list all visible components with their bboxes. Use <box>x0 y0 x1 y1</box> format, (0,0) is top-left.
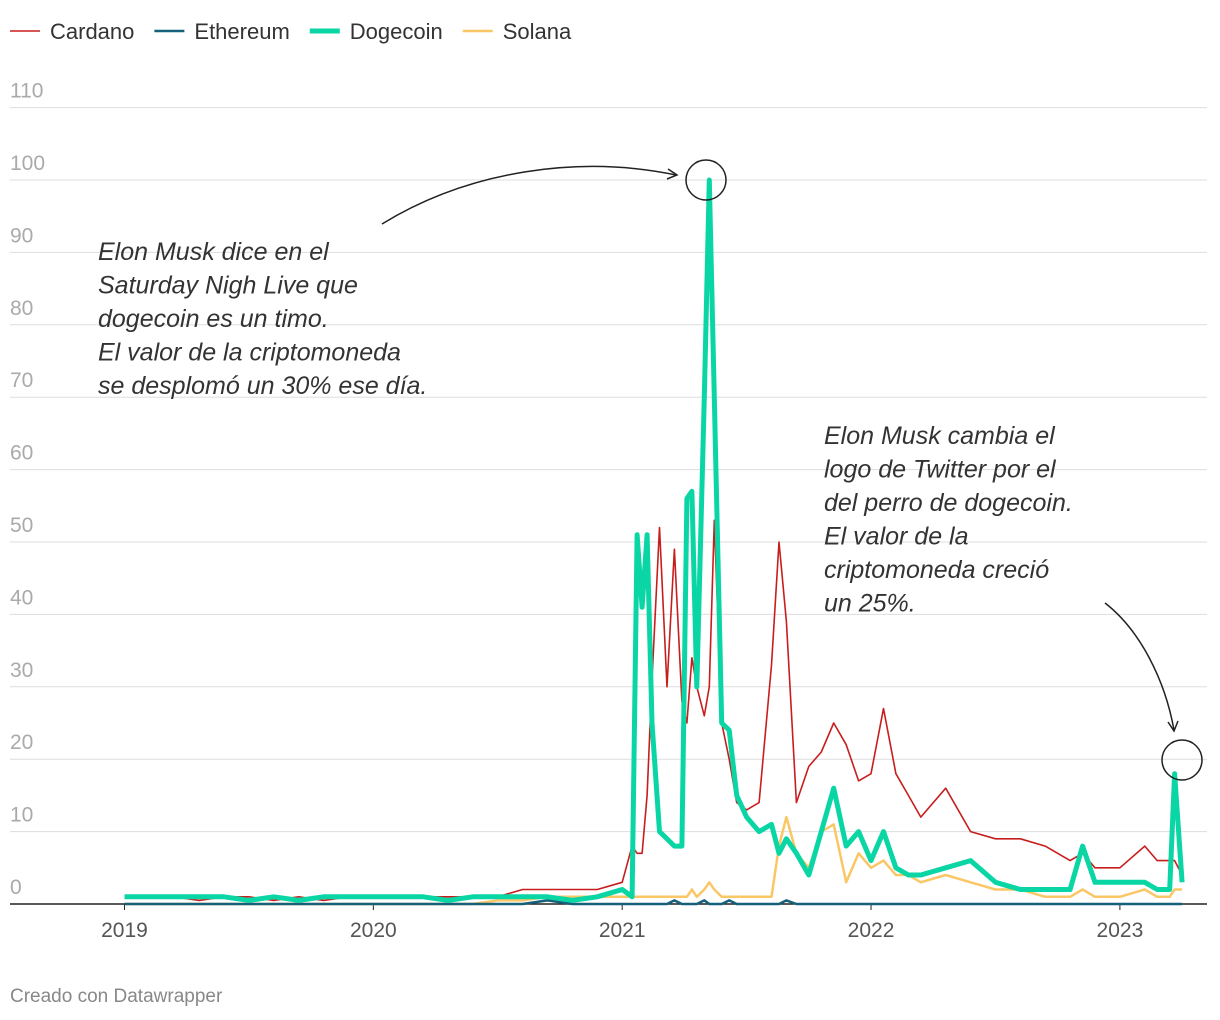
arrow <box>381 165 677 225</box>
y-tick-label: 110 <box>10 80 43 103</box>
series-line <box>124 899 1183 906</box>
arrow-head <box>666 168 679 180</box>
annotation: dogecoin es un timo. <box>98 305 329 333</box>
y-tick-label: 60 <box>10 442 33 465</box>
highlight-circle <box>685 159 727 201</box>
annotation: Saturday Nigh Live que <box>98 272 358 300</box>
y-tick-label: 40 <box>10 586 33 609</box>
x-tick-label: 2022 <box>848 919 895 942</box>
highlight-circle <box>1161 739 1203 781</box>
annotation: un 25%. <box>824 590 916 618</box>
x-tick-label: 2020 <box>350 919 397 942</box>
y-tick-label: 100 <box>10 152 45 175</box>
annotation: se desplomó un 30% ese día. <box>98 372 427 400</box>
annotation: Elon Musk dice en el <box>98 238 330 266</box>
x-tick-label: 2019 <box>101 919 148 942</box>
annotation: El valor de la criptomoneda <box>98 339 401 367</box>
annotation: logo de Twitter por el <box>824 456 1057 484</box>
y-tick-label: 70 <box>10 369 33 392</box>
annotation-graphics <box>381 159 1203 781</box>
legend-label: Dogecoin <box>350 19 443 44</box>
annotation: del perro de dogecoin. <box>824 489 1073 517</box>
y-tick-label: 30 <box>10 659 33 682</box>
arrow <box>1104 602 1175 731</box>
y-tick-label: 80 <box>10 297 33 320</box>
series-line <box>124 177 1185 903</box>
legend-label: Cardano <box>50 19 134 44</box>
x-tick-label: 2023 <box>1097 919 1144 942</box>
y-tick-label: 20 <box>10 731 33 754</box>
annotation: El valor de la <box>824 523 969 551</box>
legend-label: Solana <box>503 19 572 44</box>
x-tick-label: 2021 <box>599 919 646 942</box>
y-tick-label: 90 <box>10 224 33 247</box>
annotation: criptomoneda creció <box>824 556 1049 584</box>
legend-label: Ethereum <box>194 19 289 44</box>
footer: Creado con Datawrapper <box>10 986 223 1007</box>
y-tick-label: 50 <box>10 514 33 537</box>
arrow-head <box>1167 720 1179 733</box>
y-tick-label: 10 <box>10 804 33 827</box>
y-tick-label: 0 <box>10 876 22 899</box>
annotation: Elon Musk cambia el <box>824 422 1056 450</box>
